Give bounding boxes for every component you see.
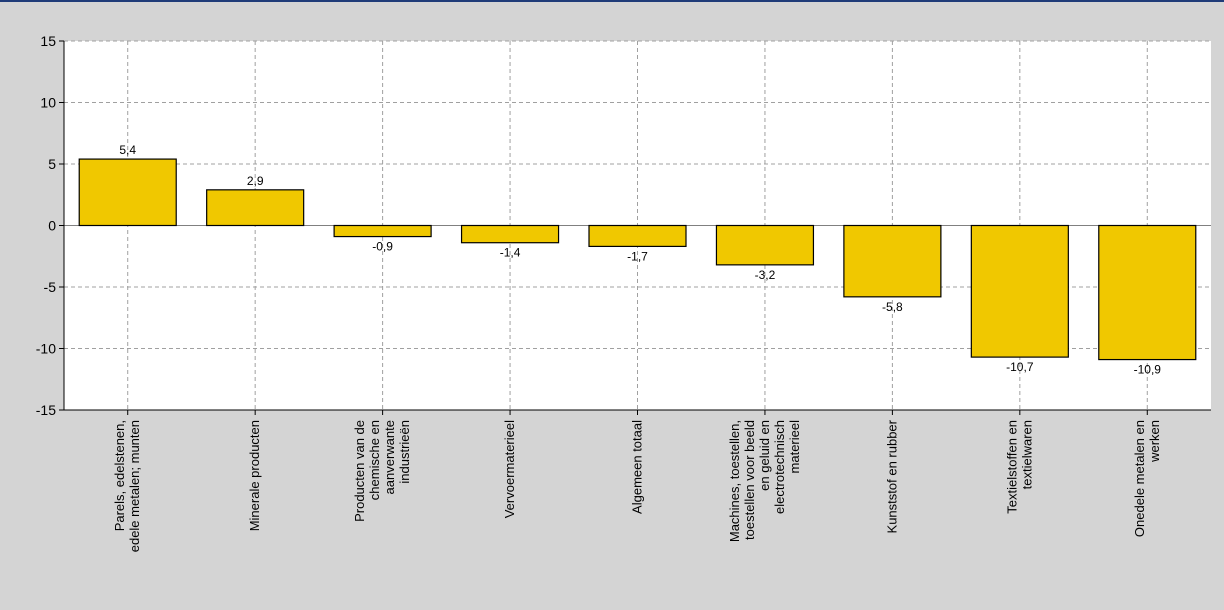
category-label-line: Onedele metalen en	[1132, 420, 1147, 537]
category-label-line: aanverwante	[382, 420, 397, 494]
data-label: -10,9	[1134, 363, 1162, 377]
category-label-line: materieel	[787, 420, 802, 474]
category-label-line: werken	[1147, 420, 1162, 463]
category-label: Kunststof en rubber	[884, 419, 899, 533]
bar[interactable]	[588, 224, 687, 248]
category-label-line: Algemeen totaal	[630, 420, 645, 514]
bar[interactable]	[970, 224, 1069, 358]
category-label-line: Parels, edelstenen,	[112, 420, 127, 531]
bar[interactable]	[715, 224, 815, 266]
y-tick-label: 10	[40, 95, 56, 111]
data-label: -1,4	[500, 246, 521, 260]
category-label: Vervoermaterieel	[502, 420, 517, 518]
category-label-line: industrieën	[397, 420, 412, 484]
bar[interactable]	[333, 224, 432, 238]
category-label: Producten van de chemische en aanverwante i…	[352, 420, 412, 522]
category-label-line: Minerale producten	[247, 420, 262, 531]
bar[interactable]	[843, 224, 942, 298]
category-label-line: chemische en	[367, 420, 382, 500]
y-tick-label: -15	[36, 402, 56, 418]
y-tick-label: 0	[48, 218, 56, 234]
data-label: 5,4	[119, 143, 136, 157]
category-label-line: Producten van de	[352, 420, 367, 522]
data-label: -1,7	[627, 249, 648, 263]
category-label: Onedele metalen en werken	[1132, 420, 1162, 537]
bar[interactable]	[78, 158, 177, 227]
bar[interactable]	[460, 224, 560, 244]
data-label: -5,8	[882, 300, 903, 314]
data-label: -0,9	[372, 240, 393, 254]
category-label-line: Machines, toestellen,	[727, 420, 742, 542]
data-label: -10,7	[1006, 360, 1034, 374]
category-label-line: textielwaren	[1019, 420, 1034, 489]
category-label-line: electrotechnisch	[772, 420, 787, 514]
category-label: Minerale producten	[247, 420, 262, 531]
category-label-line: en geluid en	[757, 420, 772, 491]
data-label: 2,9	[247, 174, 264, 188]
category-label-line: Textielstoffen en	[1004, 420, 1019, 514]
y-tick-label: 15	[40, 33, 56, 49]
y-tick-label: 5	[48, 156, 56, 172]
category-label-line: edele metalen; munten	[127, 420, 142, 552]
data-label: -3,2	[755, 268, 776, 282]
bar[interactable]	[1098, 224, 1197, 361]
category-label: Textielstoffen en textielwaren	[1004, 420, 1034, 514]
category-label-line: Kunststof en rubber	[884, 419, 899, 533]
category-label: Parels, edelstenen, edele metalen; munten	[112, 420, 142, 552]
y-tick-label: -10	[36, 341, 56, 357]
category-label-line: toestellen voor beeld	[742, 420, 757, 540]
bar[interactable]	[206, 189, 305, 227]
category-label: Machines, toestellen, toestellen voor bee…	[727, 420, 802, 542]
category-label: Algemeen totaal	[630, 420, 645, 514]
category-label-line: Vervoermaterieel	[502, 420, 517, 518]
y-tick-label: -5	[44, 279, 57, 295]
